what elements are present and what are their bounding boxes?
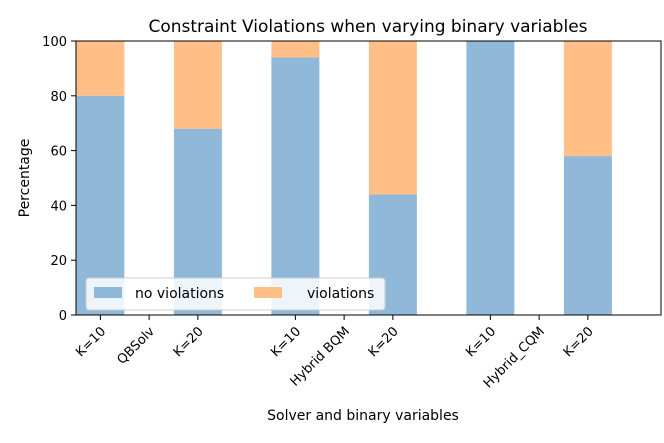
bar-no-violations-4	[466, 41, 515, 315]
y-tick-label-0: 0	[59, 309, 67, 324]
group-label-0: QBSolv	[115, 324, 159, 368]
bars	[76, 41, 612, 315]
x-tick-label-5: K=20	[561, 324, 597, 360]
legend-label-no-violations: no violations	[135, 286, 224, 302]
legend-swatch-no-violations	[94, 287, 122, 298]
bar-no-violations-5	[563, 156, 612, 315]
legend: no violations violations	[85, 277, 386, 311]
y-tick-label-5: 100	[42, 35, 67, 50]
bar-violations-3	[368, 41, 417, 195]
x-axis-label: Solver and binary variables	[267, 408, 459, 424]
x-tick-label-1: K=20	[171, 324, 207, 360]
chart-title: Constraint Violations when varying binar…	[148, 17, 587, 37]
bar-no-violations-2	[271, 57, 320, 315]
bar-violations-0	[76, 41, 125, 96]
bar-violations-5	[563, 41, 612, 157]
bar-violations-2	[271, 41, 320, 58]
legend-swatch-violations	[254, 287, 282, 298]
y-tick-label-1: 20	[50, 254, 67, 269]
x-tick-label-2: K=10	[268, 324, 304, 360]
y-tick-label-2: 40	[50, 199, 67, 214]
y-tick-label-4: 80	[50, 90, 67, 105]
x-tick-label-3: K=20	[366, 324, 402, 360]
legend-box	[85, 277, 386, 311]
y-tick-label-3: 60	[50, 145, 67, 160]
bar-violations-1	[173, 41, 222, 129]
plot-frame	[75, 40, 662, 316]
x-tick-label-4: K=10	[463, 324, 499, 360]
y-axis-label: Percentage	[17, 139, 33, 218]
legend-label-violations: violations	[307, 286, 374, 302]
x-tick-label-0: K=10	[73, 324, 109, 360]
